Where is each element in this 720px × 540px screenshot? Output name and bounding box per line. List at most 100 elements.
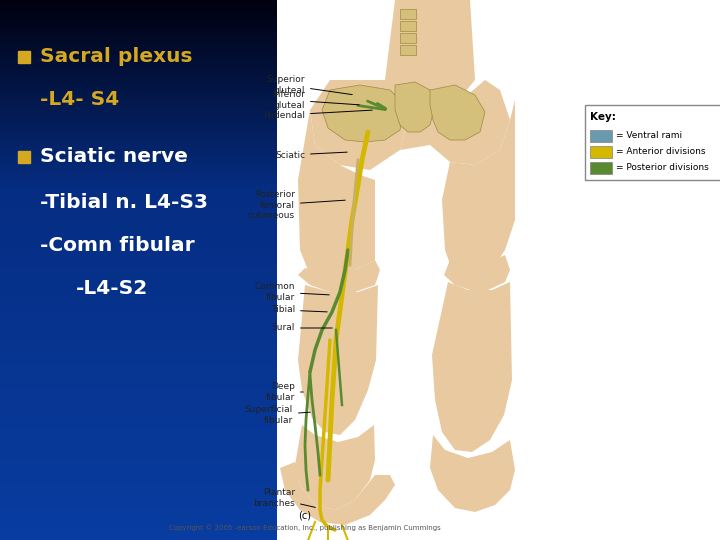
Bar — [0, 266, 277, 268]
Bar — [0, 140, 277, 142]
Bar — [0, 317, 277, 319]
Bar — [0, 93, 277, 96]
Text: -L4- S4: -L4- S4 — [40, 90, 119, 110]
Bar — [0, 313, 277, 315]
Bar — [0, 490, 277, 491]
Bar — [0, 50, 277, 52]
Bar — [0, 425, 277, 427]
Bar — [0, 385, 277, 387]
Bar — [0, 173, 277, 174]
Bar — [0, 396, 277, 398]
Bar — [0, 101, 277, 103]
Bar — [0, 115, 277, 117]
Bar — [0, 198, 277, 200]
Bar — [0, 525, 277, 528]
Bar — [0, 216, 277, 218]
Polygon shape — [322, 85, 405, 142]
Bar — [0, 393, 277, 394]
Bar — [0, 400, 277, 401]
Bar — [0, 401, 277, 403]
Bar — [0, 204, 277, 205]
Bar — [0, 65, 277, 66]
Bar — [0, 131, 277, 133]
Text: = Ventral rami: = Ventral rami — [616, 132, 682, 140]
Bar — [0, 369, 277, 371]
Text: Common
fibular: Common fibular — [254, 282, 329, 302]
Bar — [0, 185, 277, 187]
Bar — [0, 130, 277, 131]
Text: -Comn fibular: -Comn fibular — [40, 236, 194, 255]
Bar — [0, 182, 277, 184]
Bar — [0, 160, 277, 162]
Bar — [0, 0, 277, 2]
Bar — [0, 358, 277, 360]
Bar — [0, 207, 277, 209]
Bar — [0, 241, 277, 243]
Bar — [0, 297, 277, 299]
Bar — [0, 201, 277, 204]
Bar — [0, 536, 277, 538]
Bar — [0, 447, 277, 448]
Polygon shape — [442, 100, 515, 278]
Bar — [0, 282, 277, 285]
Bar — [0, 495, 277, 497]
Bar — [0, 171, 277, 173]
Bar — [0, 250, 277, 252]
Bar — [0, 79, 277, 81]
Polygon shape — [280, 462, 395, 525]
Bar — [0, 463, 277, 464]
Bar — [0, 22, 277, 23]
Bar — [0, 407, 277, 409]
Bar — [0, 42, 277, 43]
Bar — [0, 117, 277, 119]
Bar — [0, 329, 277, 331]
Bar — [0, 15, 277, 16]
Bar — [0, 135, 277, 137]
Bar — [0, 178, 277, 180]
Bar — [0, 504, 277, 506]
Bar — [0, 414, 277, 416]
Bar — [0, 336, 277, 339]
Polygon shape — [385, 0, 475, 110]
Bar — [0, 16, 277, 18]
Bar — [0, 301, 277, 302]
Bar — [0, 444, 277, 447]
Bar — [0, 166, 277, 167]
Bar — [0, 312, 277, 313]
Bar — [0, 77, 277, 79]
Bar — [0, 23, 277, 25]
Bar — [0, 189, 277, 191]
Bar — [0, 119, 277, 120]
Bar — [0, 299, 277, 301]
Bar — [0, 54, 277, 56]
Bar — [0, 412, 277, 414]
Bar — [0, 209, 277, 211]
Bar — [0, 455, 277, 457]
Bar — [0, 52, 277, 54]
Polygon shape — [395, 82, 435, 132]
Bar — [0, 147, 277, 150]
Polygon shape — [298, 285, 378, 435]
Bar — [0, 491, 277, 493]
Bar — [0, 322, 277, 324]
Bar — [0, 434, 277, 436]
Bar — [0, 360, 277, 362]
Bar — [0, 74, 277, 76]
Bar — [0, 383, 277, 385]
Bar — [0, 274, 277, 275]
Bar — [0, 275, 277, 277]
Bar — [0, 265, 277, 266]
Bar — [0, 513, 277, 515]
Bar — [0, 247, 277, 248]
Bar — [0, 214, 277, 216]
Bar — [0, 355, 277, 356]
Bar — [0, 501, 277, 502]
Bar — [0, 390, 277, 393]
Bar — [0, 36, 277, 38]
Bar — [0, 110, 277, 112]
Bar — [0, 59, 277, 61]
Bar — [0, 520, 277, 522]
Bar — [0, 106, 277, 108]
Bar — [0, 461, 277, 463]
Text: Pudendal: Pudendal — [263, 110, 372, 119]
